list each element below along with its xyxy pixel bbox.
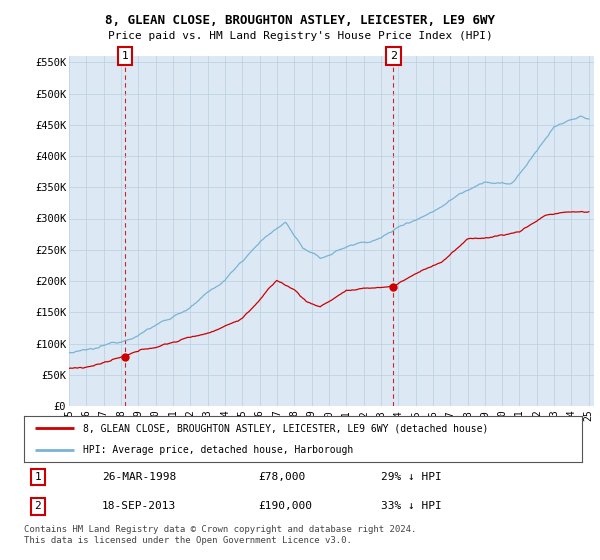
Text: Contains HM Land Registry data © Crown copyright and database right 2024.
This d: Contains HM Land Registry data © Crown c… xyxy=(24,525,416,545)
Text: 29% ↓ HPI: 29% ↓ HPI xyxy=(381,472,442,482)
Text: 8, GLEAN CLOSE, BROUGHTON ASTLEY, LEICESTER, LE9 6WY: 8, GLEAN CLOSE, BROUGHTON ASTLEY, LEICES… xyxy=(105,14,495,27)
Text: £190,000: £190,000 xyxy=(259,501,313,511)
Text: 2: 2 xyxy=(35,501,41,511)
Text: Price paid vs. HM Land Registry's House Price Index (HPI): Price paid vs. HM Land Registry's House … xyxy=(107,31,493,41)
Text: 18-SEP-2013: 18-SEP-2013 xyxy=(102,501,176,511)
Text: 1: 1 xyxy=(121,51,128,61)
Text: 33% ↓ HPI: 33% ↓ HPI xyxy=(381,501,442,511)
Text: £78,000: £78,000 xyxy=(259,472,305,482)
Text: 1: 1 xyxy=(35,472,41,482)
Text: 2: 2 xyxy=(390,51,397,61)
Text: HPI: Average price, detached house, Harborough: HPI: Average price, detached house, Harb… xyxy=(83,445,353,455)
Text: 26-MAR-1998: 26-MAR-1998 xyxy=(102,472,176,482)
Text: 8, GLEAN CLOSE, BROUGHTON ASTLEY, LEICESTER, LE9 6WY (detached house): 8, GLEAN CLOSE, BROUGHTON ASTLEY, LEICES… xyxy=(83,423,488,433)
